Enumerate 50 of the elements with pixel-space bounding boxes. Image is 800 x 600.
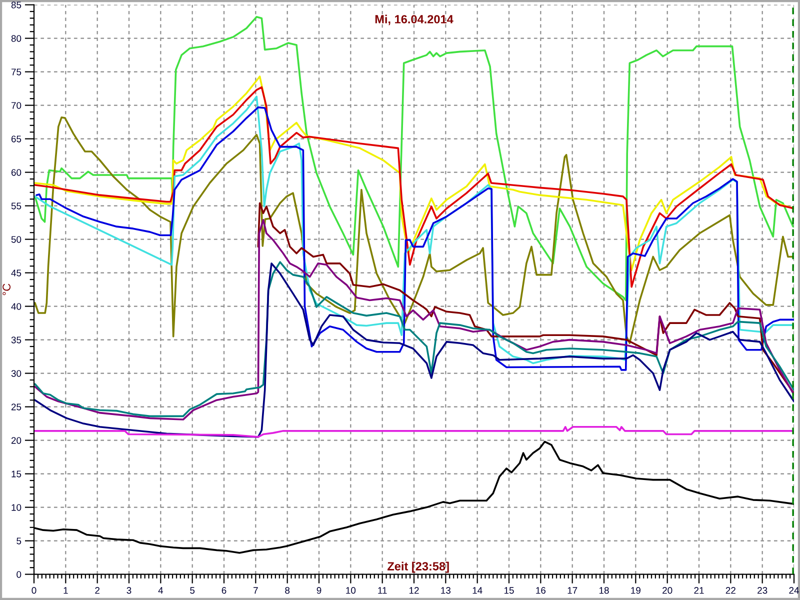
x-tick-label: 22 (726, 587, 736, 594)
x-tick-label: 11 (378, 587, 387, 594)
x-tick-label: 5 (190, 587, 195, 594)
y-tick-label: 5 (16, 538, 22, 544)
line-series (257, 202, 794, 394)
x-tick-label: 1 (64, 587, 68, 594)
y-tick-label: 75 (11, 68, 22, 76)
line-series (34, 218, 794, 420)
y-tick-label: 60 (11, 169, 22, 176)
x-tick-label: 3 (126, 587, 132, 594)
y-tick-label: 30 (11, 370, 22, 377)
x-tick-label: 9 (316, 587, 322, 594)
text: Mi, 16.04.2014 (375, 14, 454, 26)
x-tick-label: 2 (95, 587, 100, 594)
y-tick-label: 80 (11, 35, 22, 42)
x-tick-label: 4 (158, 587, 164, 594)
y-axis-title: °C (2, 284, 11, 296)
x-tick-label: 19 (631, 587, 640, 594)
y-tick-label: 65 (11, 136, 22, 142)
y-tick-label: 85 (11, 2, 22, 8)
y-tick-label: 55 (11, 202, 22, 210)
x-tick-label: 12 (409, 587, 419, 594)
y-tick-label: 50 (11, 236, 22, 243)
x-tick-label: 18 (599, 587, 609, 594)
x-tick-label: 23 (758, 587, 768, 594)
y-tick-label: 35 (11, 336, 22, 344)
x-tick-label: 8 (285, 587, 290, 594)
x-tick-label: 7 (254, 587, 258, 594)
x-tick-label: 13 (441, 587, 451, 594)
x-tick-label: 20 (662, 587, 672, 594)
y-tick-label: 0 (16, 571, 22, 578)
x-tick-label: 14 (472, 587, 482, 594)
x-tick-label: 6 (222, 587, 226, 594)
x-tick-label: 0 (32, 587, 36, 594)
y-tick-label: 20 (11, 437, 22, 444)
x-tick-label: 17 (568, 587, 578, 594)
y-tick-label: 25 (11, 404, 22, 410)
y-tick-label: 45 (11, 270, 22, 276)
y-tick-label: 10 (12, 504, 22, 511)
y-tick-label: 15 (12, 470, 22, 478)
y-tick-label: 40 (11, 303, 22, 310)
x-tick-label: 10 (346, 587, 356, 594)
x-tick-label: 15 (504, 587, 514, 594)
x-tick-label: 24 (789, 587, 799, 594)
line-series (34, 426, 794, 438)
x-axis-title: Zeit [23:58] (388, 562, 449, 573)
line-series (34, 16, 794, 302)
x-tick-label: 16 (536, 587, 546, 594)
y-tick-label: 70 (11, 102, 22, 109)
x-tick-label: 21 (694, 587, 704, 594)
